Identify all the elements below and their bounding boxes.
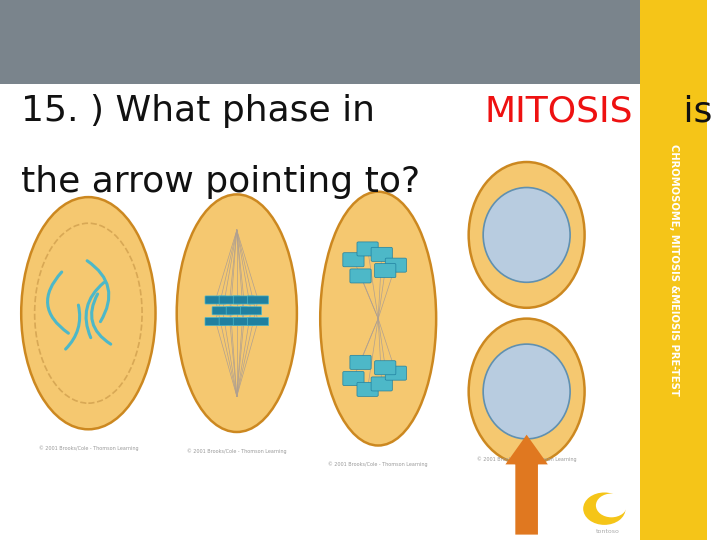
FancyBboxPatch shape bbox=[357, 242, 378, 256]
Text: 15. ) What phase in: 15. ) What phase in bbox=[21, 94, 387, 129]
Text: © 2001 Brooks/Cole - Thomson Learning: © 2001 Brooks/Cole - Thomson Learning bbox=[39, 446, 138, 451]
FancyBboxPatch shape bbox=[385, 366, 407, 380]
Ellipse shape bbox=[469, 319, 585, 464]
Ellipse shape bbox=[320, 192, 436, 446]
FancyBboxPatch shape bbox=[0, 0, 640, 84]
Ellipse shape bbox=[21, 197, 156, 429]
FancyBboxPatch shape bbox=[640, 0, 707, 540]
FancyBboxPatch shape bbox=[219, 296, 240, 304]
FancyBboxPatch shape bbox=[248, 296, 269, 304]
FancyBboxPatch shape bbox=[205, 296, 226, 304]
FancyBboxPatch shape bbox=[357, 382, 378, 396]
FancyBboxPatch shape bbox=[212, 307, 233, 315]
Text: MITOSIS: MITOSIS bbox=[485, 94, 633, 129]
Ellipse shape bbox=[176, 194, 297, 432]
FancyBboxPatch shape bbox=[371, 247, 392, 261]
FancyBboxPatch shape bbox=[233, 318, 254, 326]
Text: the arrow pointing to?: the arrow pointing to? bbox=[21, 165, 420, 199]
FancyBboxPatch shape bbox=[350, 269, 371, 283]
FancyBboxPatch shape bbox=[343, 372, 364, 386]
FancyBboxPatch shape bbox=[350, 355, 371, 369]
FancyBboxPatch shape bbox=[371, 377, 392, 391]
Text: © 2001 Brooks/Cole - Thomson Learning: © 2001 Brooks/Cole - Thomson Learning bbox=[328, 462, 428, 467]
Ellipse shape bbox=[483, 344, 570, 439]
FancyArrow shape bbox=[505, 435, 548, 535]
Circle shape bbox=[596, 494, 627, 517]
Ellipse shape bbox=[469, 162, 585, 308]
Ellipse shape bbox=[483, 187, 570, 282]
Circle shape bbox=[583, 492, 626, 525]
Text: tontoso: tontoso bbox=[596, 529, 620, 534]
FancyBboxPatch shape bbox=[219, 318, 240, 326]
FancyBboxPatch shape bbox=[374, 264, 396, 278]
FancyBboxPatch shape bbox=[226, 307, 248, 315]
Text: © 2001 Brooks/Cole - Thomson Learning: © 2001 Brooks/Cole - Thomson Learning bbox=[187, 448, 287, 454]
FancyBboxPatch shape bbox=[240, 307, 261, 315]
FancyBboxPatch shape bbox=[248, 318, 269, 326]
FancyBboxPatch shape bbox=[374, 361, 396, 375]
FancyBboxPatch shape bbox=[343, 253, 364, 267]
FancyBboxPatch shape bbox=[385, 258, 407, 272]
Text: © 2001 Brooks/Cole - Thomson Learning: © 2001 Brooks/Cole - Thomson Learning bbox=[477, 456, 577, 462]
Text: CHROMOSOME, MITOSIS &MEIOSIS PRE-TEST: CHROMOSOME, MITOSIS &MEIOSIS PRE-TEST bbox=[669, 144, 679, 396]
FancyBboxPatch shape bbox=[233, 296, 254, 304]
FancyBboxPatch shape bbox=[205, 318, 226, 326]
Text: is: is bbox=[672, 94, 713, 129]
